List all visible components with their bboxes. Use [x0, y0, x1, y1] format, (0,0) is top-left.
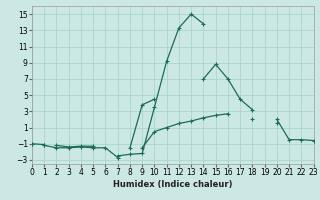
X-axis label: Humidex (Indice chaleur): Humidex (Indice chaleur) [113, 180, 233, 189]
